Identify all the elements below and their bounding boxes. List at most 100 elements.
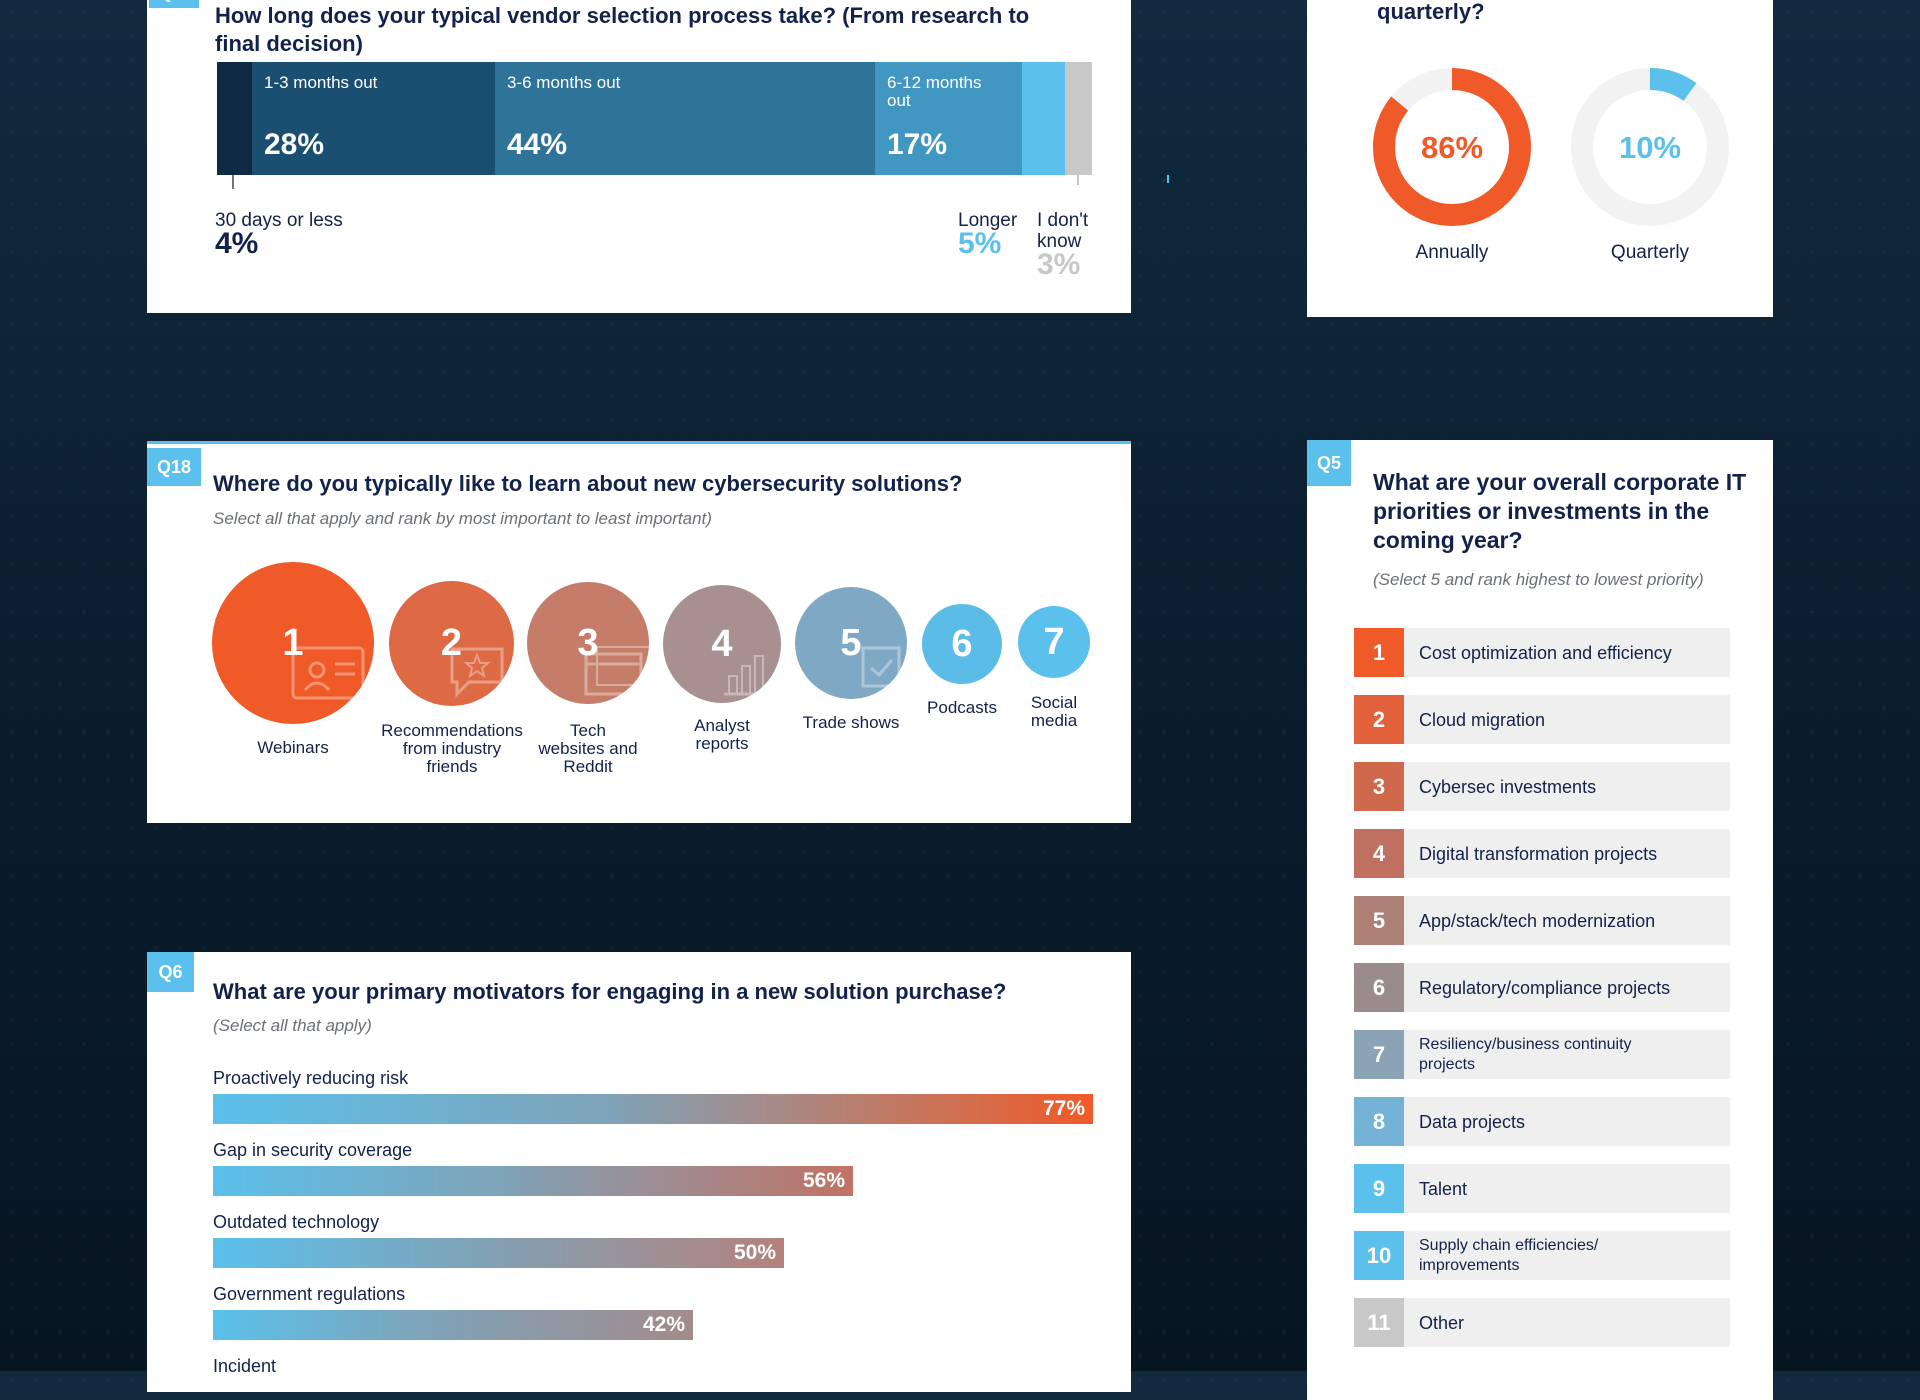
priority-label-line: improvements bbox=[1419, 1256, 1520, 1274]
priority-rank: 8 bbox=[1354, 1097, 1404, 1146]
bubble-analyst-reports: 4 bbox=[663, 585, 781, 703]
clipboard-check-icon bbox=[861, 646, 901, 688]
priority-label: Data projects bbox=[1419, 1112, 1525, 1132]
q5-title-line3: coming year? bbox=[1373, 527, 1523, 553]
priority-row: 8 Data projects bbox=[1354, 1097, 1730, 1146]
bubble-rank: 3 bbox=[577, 621, 599, 664]
segment-value: 44% bbox=[507, 128, 568, 161]
priority-row: 4 Digital transformation projects bbox=[1354, 829, 1730, 878]
priority-label-line: Cloud migration bbox=[1419, 709, 1546, 730]
bubble-rank: 7 bbox=[1043, 620, 1065, 663]
bubble-label-line: Analyst bbox=[694, 716, 750, 735]
motivator-label: Government regulations bbox=[213, 1284, 406, 1304]
q5-title-line2: priorities or investments in the bbox=[1373, 498, 1710, 524]
bubble-label-webinars: Webinars bbox=[257, 738, 329, 757]
priority-label-line: Digital transformation projects bbox=[1419, 843, 1658, 864]
q11-title: How long does your typical vendor select… bbox=[215, 2, 1095, 58]
q6-tag: Q6 bbox=[147, 952, 194, 992]
bubble-label-recommendations: Recommendations from industry friends bbox=[372, 722, 532, 776]
leader-30-days bbox=[232, 175, 234, 189]
q5-subtitle: (Select 5 and rank highest to lowest pri… bbox=[1373, 570, 1704, 589]
bubble-label-line: Recommendations bbox=[381, 721, 523, 740]
q11-title-line2: final decision) bbox=[215, 31, 363, 56]
q18-tag: Q18 bbox=[147, 448, 201, 486]
donut-quarterly-value: 10% bbox=[1619, 130, 1681, 165]
q6-subtitle: (Select all that apply) bbox=[213, 1016, 372, 1035]
priority-label-line: Resiliency/business continuity bbox=[1419, 1035, 1632, 1053]
q18-bubbles: 1 Webinars 2 Recommendations from indust… bbox=[147, 444, 1131, 826]
q5-title: What are your overall corporate IT prior… bbox=[1373, 468, 1746, 555]
q6-card: Q6 What are your primary motivators for … bbox=[147, 952, 1131, 1392]
bubble-social-media: 7 bbox=[1018, 606, 1090, 678]
donut-annually-value: 86% bbox=[1421, 130, 1483, 165]
priority-rank: 3 bbox=[1354, 762, 1404, 811]
bubble-recommendations: 2 bbox=[389, 581, 514, 706]
priority-label-line: Cost optimization and efficiency bbox=[1419, 642, 1672, 663]
bubble-rank: 5 bbox=[840, 621, 862, 664]
priority-rank: 1 bbox=[1354, 628, 1404, 677]
priority-label-line: Talent bbox=[1419, 1178, 1468, 1199]
priority-label: Supply chain efficiencies/improvements bbox=[1419, 1236, 1598, 1276]
segment-30-days bbox=[217, 62, 252, 175]
motivator-bar: 50% bbox=[213, 1238, 784, 1268]
q11-tag: Q11 bbox=[149, 0, 199, 8]
callout-dont-know: I don't know 3% bbox=[1037, 210, 1107, 281]
segment-6-12-months: 6-12 months out 17% bbox=[875, 62, 1022, 175]
segment-dont-know bbox=[1065, 62, 1092, 175]
motivator-value: 50% bbox=[733, 1241, 776, 1264]
motivator-bar: 77% bbox=[213, 1094, 1093, 1124]
donut-quarterly: 10% bbox=[1571, 68, 1729, 226]
bubble-label-line: friends bbox=[426, 757, 478, 776]
callout-30-days-value: 4% bbox=[215, 227, 259, 260]
priority-row: 7 Resiliency/business continuity projects bbox=[1354, 1030, 1730, 1079]
priority-row: 10 Supply chain efficiencies/improvements bbox=[1354, 1231, 1730, 1280]
frequency-title-fragment: quarterly? bbox=[1377, 0, 1485, 24]
bubble-label-social-media: Social media bbox=[1004, 694, 1104, 730]
callout-longer: Longer 5% bbox=[958, 210, 1017, 259]
motivator-label: Incident bbox=[213, 1356, 277, 1376]
priority-row: 9 Talent bbox=[1354, 1164, 1730, 1213]
bubble-tech-websites: 3 bbox=[527, 582, 649, 704]
priority-label: Other bbox=[1419, 1313, 1464, 1333]
priority-label: Cost optimization and efficiency bbox=[1419, 643, 1672, 663]
callout-dont-know-label: I don't know bbox=[1037, 210, 1089, 252]
priority-row: 6 Regulatory/compliance projects bbox=[1354, 963, 1730, 1012]
bubble-rank: 6 bbox=[951, 622, 973, 665]
segment-label: 3-6 months out bbox=[507, 73, 621, 92]
bubble-label-trade-shows: Trade shows bbox=[802, 713, 900, 732]
q5-title-line1: What are your overall corporate IT bbox=[1373, 469, 1747, 495]
donut-quarterly-label: Quarterly bbox=[1610, 242, 1690, 263]
motivator-label: Outdated technology bbox=[213, 1212, 380, 1232]
callout-30-days-label: 30 days or less bbox=[215, 210, 343, 231]
q5-tag: Q5 bbox=[1307, 440, 1351, 486]
bubble-rank: 2 bbox=[440, 622, 463, 664]
bubble-label-line: Tech bbox=[570, 721, 606, 740]
priority-rank: 6 bbox=[1354, 963, 1404, 1012]
segment-longer bbox=[1022, 62, 1065, 175]
segment-3-6-months: 3-6 months out 44% bbox=[495, 62, 875, 175]
q18-subtitle: Select all that apply and rank by most i… bbox=[213, 509, 712, 528]
q11-card: Q11 How long does your typical vendor se… bbox=[147, 0, 1169, 313]
segment-1-3-months: 1-3 months out 28% bbox=[252, 62, 495, 175]
chat-star-icon bbox=[450, 647, 504, 698]
leader-dont-know bbox=[1077, 175, 1079, 185]
q11-title-line1: How long does your typical vendor select… bbox=[215, 3, 1030, 28]
q18-title: Where do you typically like to learn abo… bbox=[213, 471, 963, 496]
leader-longer bbox=[1167, 175, 1169, 183]
priority-row: 11 Other bbox=[1354, 1298, 1730, 1347]
priority-label-line: projects bbox=[1419, 1055, 1476, 1073]
callout-dont-know-value: 3% bbox=[1037, 248, 1081, 281]
priority-label-line: Supply chain efficiencies/ bbox=[1419, 1236, 1599, 1254]
browser-window-icon bbox=[584, 646, 651, 696]
segment-label: 6-12 months out bbox=[887, 73, 982, 110]
donut-annually-label: Annually bbox=[1415, 242, 1489, 263]
bar-chart-icon bbox=[724, 655, 768, 696]
segment-value: 17% bbox=[887, 128, 948, 161]
priority-label: Digital transformation projects bbox=[1419, 844, 1657, 864]
motivator-value: 77% bbox=[1042, 1097, 1085, 1120]
priority-rank: 10 bbox=[1354, 1231, 1404, 1280]
motivator-label: Gap in security coverage bbox=[213, 1140, 413, 1160]
bubble-label-podcasts: Podcasts bbox=[927, 698, 997, 717]
segment-value: 28% bbox=[264, 128, 325, 161]
donut-quarterly-arc bbox=[1571, 68, 1729, 226]
